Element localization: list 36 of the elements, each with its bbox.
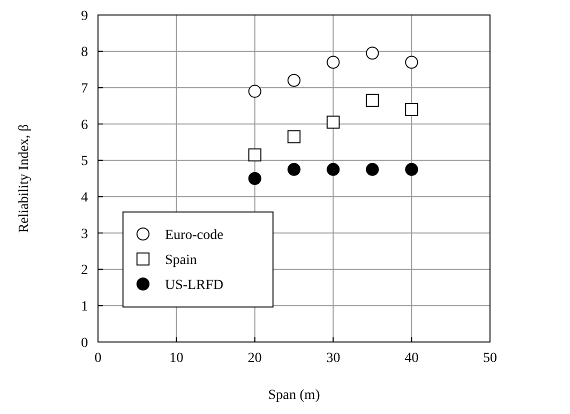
point [326, 116, 340, 129]
x-tick-label: 20 [248, 351, 262, 366]
y-tick-label: 2 [81, 263, 88, 278]
x-tick-label: 50 [483, 351, 497, 366]
y-tick-label: 0 [81, 336, 88, 351]
point [366, 162, 379, 176]
point [405, 162, 418, 176]
legend-label: Spain [165, 252, 197, 268]
point [248, 172, 262, 185]
point [288, 74, 300, 87]
x-tick-label: 10 [169, 351, 184, 366]
y-tick-label: 1 [81, 300, 88, 315]
y-tick-label: 7 [81, 82, 88, 97]
x-tick-label: 0 [94, 351, 102, 366]
point [366, 46, 379, 60]
point [288, 130, 300, 144]
point [288, 162, 300, 176]
y-tick-label: 6 [81, 118, 88, 133]
point [326, 56, 340, 69]
x-axis-title: Span (m) [268, 388, 320, 403]
point [366, 94, 379, 107]
point [248, 84, 262, 98]
x-tick-label: 30 [326, 351, 340, 366]
y-axis-title: Reliability Index, β [17, 124, 32, 233]
point [405, 102, 418, 116]
y-tick-label: 8 [81, 45, 88, 60]
y-tick-label: 3 [81, 226, 88, 242]
x-tick-label: 40 [404, 351, 419, 366]
point [326, 162, 340, 176]
point [405, 56, 418, 69]
point [248, 148, 262, 162]
y-tick-label: 4 [81, 190, 88, 206]
legend-label: US-LRFD [165, 278, 224, 293]
y-tick-label: 5 [81, 154, 88, 170]
y-tick-label: 9 [81, 8, 88, 24]
legend-label: Euro-code [165, 228, 224, 243]
